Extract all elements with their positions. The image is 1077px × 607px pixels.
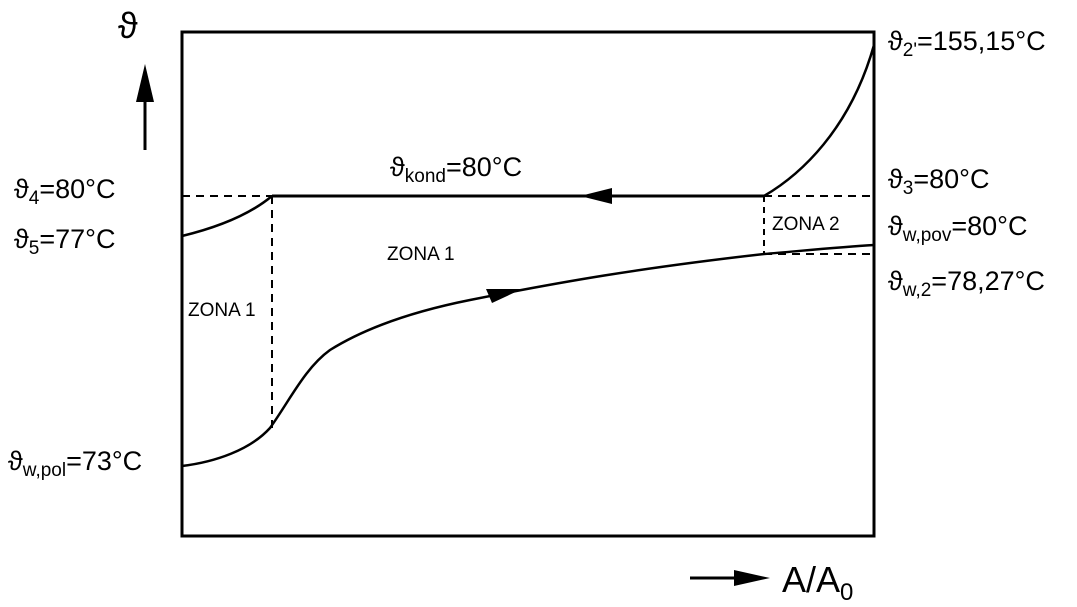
superheat-curve: [763, 44, 876, 198]
subcool-curve: [181, 195, 273, 238]
label-t5: ϑ5=77°C: [14, 224, 115, 259]
water-flow-arrow-icon: [486, 289, 522, 303]
y-axis-arrowhead-icon: [136, 64, 154, 102]
zone1-left-label: ZONA 1: [188, 300, 256, 321]
label-t4: ϑ4=80°C: [14, 174, 115, 209]
label-twpol: ϑw,pol=73°C: [8, 446, 142, 481]
condensation-arrow-icon: [580, 188, 612, 204]
label-tkond: ϑkond=80°C: [390, 152, 522, 187]
zone2-label: ZONA 2: [772, 214, 840, 235]
zone1-mid-label: ZONA 1: [387, 244, 455, 265]
plot-frame: [180, 30, 876, 538]
label-t3: ϑ3=80°C: [888, 164, 989, 199]
x-axis-arrowhead-icon: [734, 570, 770, 586]
label-tw2: ϑw,2=78,27°C: [888, 266, 1045, 301]
label-t2: ϑ2'=155,15°C: [888, 26, 1046, 61]
x-axis-label: A/A0: [782, 559, 853, 606]
label-twpov: ϑw,pov=80°C: [888, 211, 1027, 246]
y-axis-symbol: ϑ: [118, 5, 138, 46]
water-temperature-curve: [181, 243, 875, 468]
